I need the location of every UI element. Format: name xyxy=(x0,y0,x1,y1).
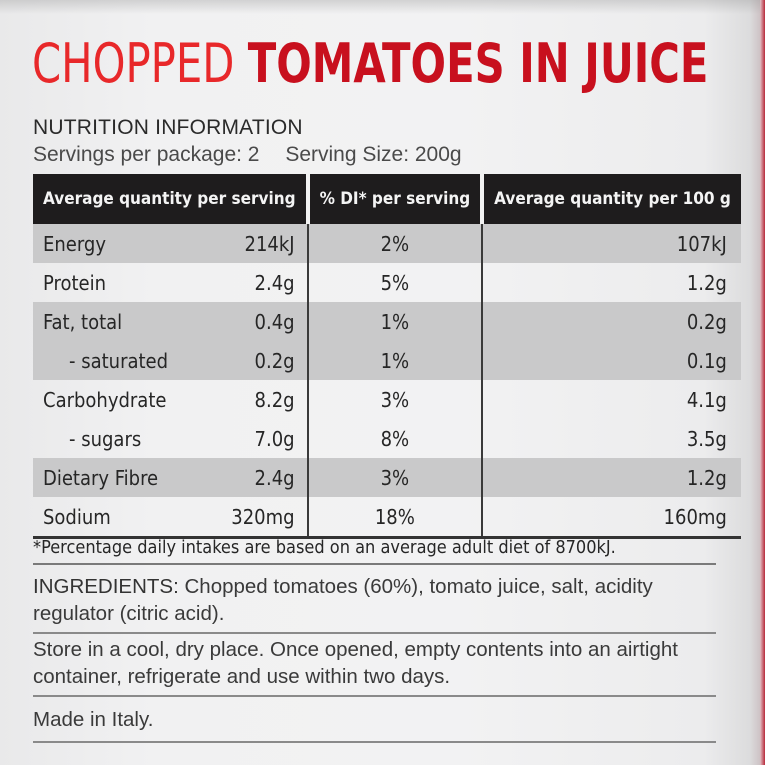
per-serving-value: 8.2g xyxy=(254,387,295,412)
per-serving-value: 214kJ xyxy=(206,224,308,263)
di-footnote: *Percentage daily intakes are based on a… xyxy=(33,533,716,565)
ingredients-label: INGREDIENTS: xyxy=(33,575,179,598)
label-red-edge xyxy=(760,0,765,765)
table-header-row: Average quantity per serving % DI* per s… xyxy=(33,174,741,224)
nutrient-name: - sugars xyxy=(69,426,142,451)
storage-instructions: Store in a cool, dry place. Once opened,… xyxy=(33,636,716,697)
di-value: 18% xyxy=(306,497,483,539)
per-100g-value: 160mg xyxy=(481,497,741,539)
di-value: 1% xyxy=(306,341,483,380)
di-value: 2% xyxy=(306,224,483,263)
di-value: 5% xyxy=(306,263,483,302)
table-row-protein: Protein 2.4g 5% 1.2g xyxy=(33,263,741,302)
per-serving-value: 2.4g xyxy=(206,458,308,497)
table-row-sugars: - sugars 7.0g 8% 3.5g xyxy=(33,419,741,458)
nutrient-name: Sodium xyxy=(33,497,207,539)
product-title-part1: CHOPPED xyxy=(32,32,235,95)
product-title-part2: TOMATOES IN JUICE xyxy=(247,32,709,95)
per-serving-value: 0.4g xyxy=(206,302,308,341)
per-100g-value: 1.2g xyxy=(481,458,741,497)
ingredients-text: Chopped tomatoes (60%), tomato juice, sa… xyxy=(33,575,653,625)
di-value: 1% xyxy=(306,302,483,341)
nutrient-name: - saturated xyxy=(33,341,207,380)
column-header-per-100g: Average quantity per 100 g xyxy=(480,174,741,224)
di-value: 8% xyxy=(306,419,483,458)
country-of-origin: Made in Italy. xyxy=(33,706,716,743)
table-row-dietary-fibre: Dietary Fibre 2.4g 3% 1.2g xyxy=(33,458,741,497)
per-serving-value: 0.2g xyxy=(206,341,308,380)
servings-info: Servings per package: 2 Serving Size: 20… xyxy=(33,143,462,167)
di-value: 3% xyxy=(306,380,483,419)
per-100g-value: 3.5g xyxy=(481,419,741,458)
table-row-energy: Energy 214kJ 2% 107kJ xyxy=(33,224,741,263)
table-row-saturated: - saturated 0.2g 1% 0.1g xyxy=(33,341,741,380)
per-100g-value: 4.1g xyxy=(481,380,741,419)
product-title: CHOPPED TOMATOES IN JUICE xyxy=(32,28,708,100)
nutrient-name: Fat, total xyxy=(33,302,207,341)
ingredients-section: INGREDIENTS: Chopped tomatoes (60%), tom… xyxy=(33,573,716,634)
nutrient-name: Protein xyxy=(43,270,106,295)
column-header-di: % DI* per serving xyxy=(305,174,483,224)
per-100g-value: 1.2g xyxy=(481,263,741,302)
top-shadow xyxy=(0,0,765,14)
table-row-carbohydrate: Carbohydrate 8.2g 3% 4.1g xyxy=(33,380,741,419)
nutrient-name: Energy xyxy=(33,224,207,263)
per-100g-value: 107kJ xyxy=(481,224,741,263)
table-row-fat-total: Fat, total 0.4g 1% 0.2g xyxy=(33,302,741,341)
column-header-per-serving: Average quantity per serving xyxy=(33,174,308,224)
per-serving-value: 320mg xyxy=(206,497,308,539)
per-100g-value: 0.2g xyxy=(481,302,741,341)
nutrient-name: Dietary Fibre xyxy=(33,458,207,497)
di-value: 3% xyxy=(306,458,483,497)
nutrition-heading: NUTRITION INFORMATION xyxy=(33,116,303,139)
servings-per-package: Servings per package: 2 xyxy=(33,143,260,166)
nutrient-name: Carbohydrate xyxy=(43,387,167,412)
per-100g-value: 0.1g xyxy=(481,341,741,380)
per-serving-value: 2.4g xyxy=(254,270,295,295)
table-row-sodium: Sodium 320mg 18% 160mg xyxy=(33,497,741,539)
per-serving-value: 7.0g xyxy=(254,426,295,451)
serving-size: Serving Size: 200g xyxy=(285,143,462,166)
nutrition-table: Average quantity per serving % DI* per s… xyxy=(33,174,741,539)
